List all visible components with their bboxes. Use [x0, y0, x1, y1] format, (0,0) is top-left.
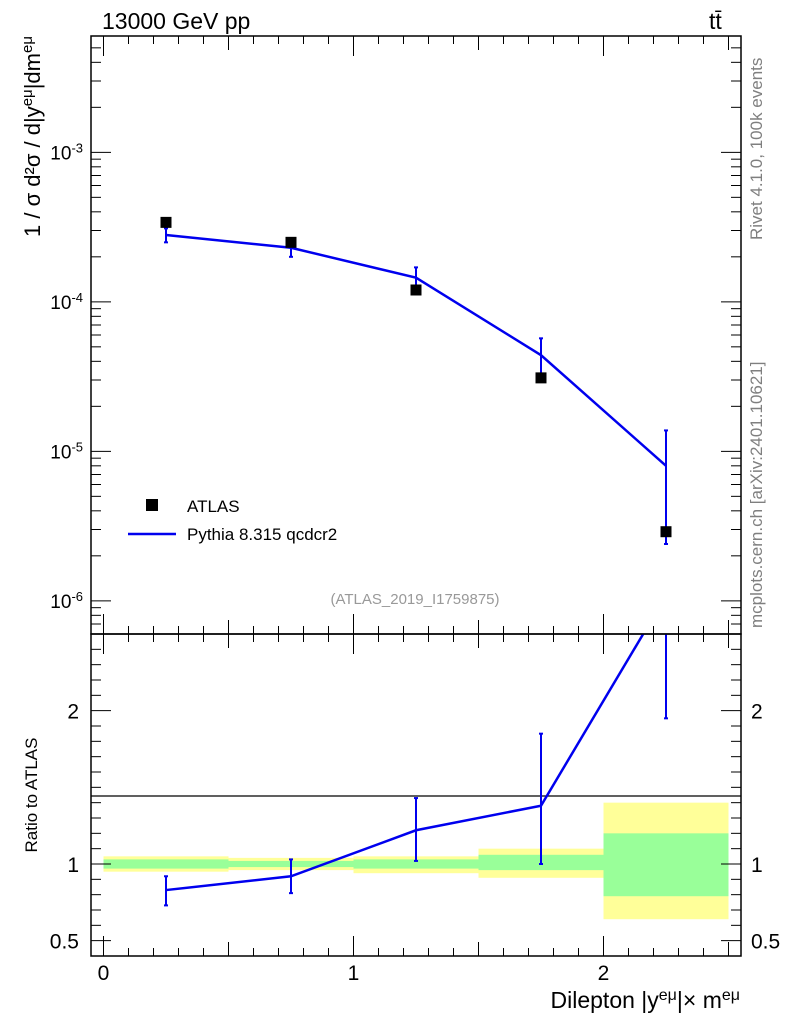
atlas-point [410, 284, 422, 296]
main-frame [90, 35, 742, 635]
ratio-xtick-label-2: 2 [598, 962, 610, 985]
atlas-uncertainty-band-inner [353, 859, 479, 869]
legend-pythia-label: Pythia 8.315 qcdcr2 [187, 525, 337, 544]
process-label: tt̄ [709, 8, 722, 34]
main-y-axis-label: 1 / σ d²σ / d|yeμ|dmeμ [19, 36, 46, 237]
ratio-ytick-label-2-right: 2 [751, 701, 763, 724]
ratio-xtick-label-0: 0 [98, 962, 110, 985]
ratio-y-axis-label: Ratio to ATLAS [22, 738, 41, 853]
atlas-point [285, 236, 297, 248]
rivet-version-label: Rivet 4.1.0, 100k events [747, 58, 766, 240]
ratio-frame [90, 633, 742, 957]
analysis-label: (ATLAS_2019_I1759875) [330, 591, 499, 608]
main-data-marks [160, 216, 672, 545]
atlas-point [535, 372, 547, 384]
main-ytick-label-1e-6: 10-6 [50, 588, 83, 613]
ratio-data-marks [164, 634, 668, 907]
main-panel: 10-6 10-5 10-4 10-3 1 / σ d²σ / d|yeμ|dm… [19, 35, 742, 635]
ratio-xtick-label-1: 1 [348, 962, 360, 985]
energy-label: 13000 GeV pp [102, 8, 250, 34]
ratio-ytick-label-1-left: 1 [67, 854, 79, 877]
legend-atlas-label: ATLAS [187, 497, 240, 516]
atlas-point [660, 526, 672, 538]
ratio-clipped-group [164, 634, 668, 907]
x-axis-label: Dilepton |yeμ|× meμ [551, 987, 740, 1014]
ratio-panel: 0.5 1 2 0.5 1 2 0 1 2 Ratio to ATLAS Dil… [22, 633, 780, 1014]
ratio-ytick-label-0.5-right: 0.5 [751, 931, 780, 954]
ratio-axis-ticks [91, 634, 741, 956]
ratio-ytick-label-1-right: 1 [751, 854, 763, 877]
ratio-ytick-label-0.5-left: 0.5 [50, 931, 79, 954]
main-ytick-label-1e-3: 10-3 [50, 140, 83, 165]
legend: ATLAS Pythia 8.315 qcdcr2 [128, 497, 337, 544]
mcplots-label: mcplots.cern.ch [arXiv:2401.10621] [747, 362, 766, 628]
ratio-uncertainty-bands [103, 802, 729, 920]
legend-atlas-marker [146, 499, 158, 511]
atlas-uncertainty-band-inner [603, 833, 729, 897]
atlas-uncertainty-band-inner [103, 859, 229, 869]
ratio-ytick-label-2-left: 2 [67, 701, 79, 724]
atlas-point [160, 216, 172, 228]
main-ytick-label-1e-4: 10-4 [50, 289, 83, 314]
main-ytick-label-1e-5: 10-5 [50, 439, 83, 464]
main-axis-ticks [91, 35, 741, 635]
